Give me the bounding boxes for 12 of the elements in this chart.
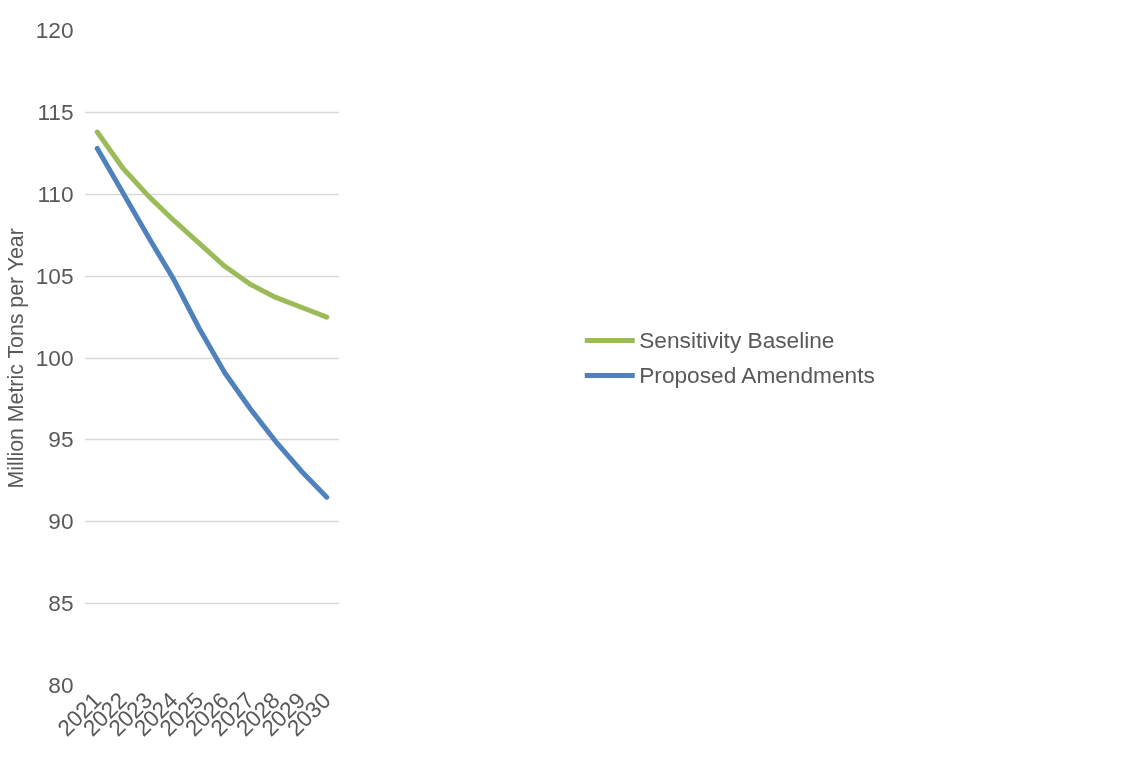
- y-tick-label: 115: [37, 98, 74, 125]
- y-tick-label: 95: [48, 426, 74, 453]
- y-tick-label: 110: [37, 180, 74, 207]
- y-tick-label: 120: [35, 17, 74, 43]
- y-tick-label: 100: [35, 344, 74, 371]
- y-tick-label: 90: [48, 508, 74, 535]
- y-tick-label: 80: [48, 672, 74, 698]
- y-tick-label: 105: [35, 262, 74, 289]
- y-axis-title: Million Metric Tons per Year: [3, 228, 28, 489]
- legend-label: Sensitivity Baseline: [639, 326, 835, 354]
- y-tick-label: 85: [48, 590, 74, 617]
- legend-label: Proposed Amendments: [639, 361, 875, 389]
